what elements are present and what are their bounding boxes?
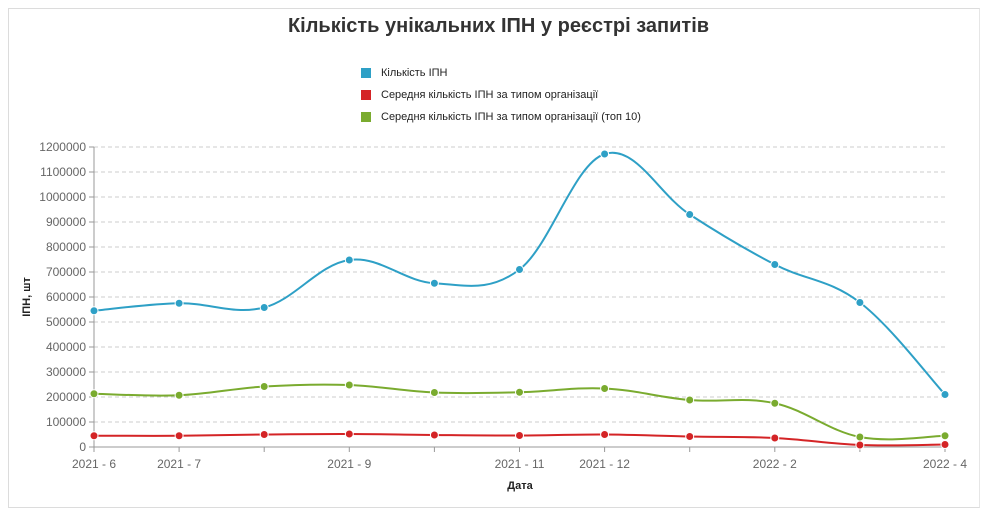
data-point[interactable] bbox=[770, 433, 780, 443]
data-point[interactable] bbox=[770, 398, 780, 408]
axes: 0 100000 200000 300000 400000 500000 600000 700… bbox=[39, 140, 967, 471]
legend-label-serednia: Середня кількість ІПН за типом організац… bbox=[381, 89, 599, 101]
data-point[interactable] bbox=[429, 430, 439, 440]
y-tick-label: 1200000 bbox=[39, 140, 86, 154]
legend-item-kilkist[interactable]: Кількість ІПН bbox=[361, 62, 641, 84]
data-point[interactable] bbox=[174, 431, 184, 441]
legend-label-kilkist: Кількість ІПН bbox=[381, 67, 448, 79]
y-tick-label: 1000000 bbox=[39, 190, 86, 204]
legend-label-serednia-top10: Середня кількість ІПН за типом організац… bbox=[381, 111, 641, 123]
y-tick-label: 1100000 bbox=[40, 165, 86, 179]
data-point[interactable] bbox=[89, 306, 99, 316]
data-point[interactable] bbox=[344, 380, 354, 390]
y-tick-label: 300000 bbox=[46, 365, 86, 379]
x-tick-label: 2021 - 6 bbox=[72, 457, 116, 471]
series-line-0 bbox=[93, 151, 946, 396]
legend: Кількість ІПН Середня кількість ІПН за т… bbox=[361, 62, 641, 128]
y-tick-label: 400000 bbox=[46, 340, 86, 354]
data-point[interactable] bbox=[515, 431, 524, 440]
x-tick-label: 2021 - 7 bbox=[157, 457, 201, 471]
y-tick-label: 0 bbox=[79, 440, 86, 454]
x-tick-label: 2021 - 9 bbox=[327, 457, 371, 471]
y-tick-label: 500000 bbox=[46, 315, 86, 329]
data-point[interactable] bbox=[344, 429, 354, 439]
data-point[interactable] bbox=[89, 389, 99, 399]
data-point[interactable] bbox=[600, 430, 610, 439]
data-point[interactable] bbox=[940, 390, 950, 399]
data-point[interactable] bbox=[174, 390, 184, 400]
data-point[interactable] bbox=[89, 431, 99, 441]
y-tick-label: 800000 bbox=[46, 240, 86, 254]
grid bbox=[94, 146, 945, 423]
data-point[interactable] bbox=[600, 149, 610, 159]
y-tick-label: 600000 bbox=[46, 290, 86, 304]
data-point[interactable] bbox=[429, 278, 439, 288]
x-tick-label: 2021 - 11 bbox=[495, 457, 545, 471]
data-point[interactable] bbox=[855, 440, 865, 450]
data-point[interactable] bbox=[259, 382, 269, 391]
y-axis-label: ІПН, шт bbox=[21, 277, 33, 317]
data-point[interactable] bbox=[174, 298, 184, 308]
data-point[interactable] bbox=[429, 388, 439, 397]
y-tick-label: 700000 bbox=[46, 265, 86, 279]
chart-title: Кількість унікальних ІПН у реєстрі запит… bbox=[287, 15, 710, 37]
y-tick-label: 200000 bbox=[46, 390, 86, 404]
data-point[interactable] bbox=[515, 265, 524, 274]
data-point[interactable] bbox=[940, 431, 950, 441]
data-point[interactable] bbox=[770, 260, 780, 269]
data-point[interactable] bbox=[600, 384, 610, 393]
x-tick-label: 2022 - 2 bbox=[753, 457, 797, 471]
data-point[interactable] bbox=[685, 432, 695, 441]
x-tick-label: 2022 - 4 bbox=[923, 457, 967, 471]
data-point[interactable] bbox=[685, 210, 695, 219]
data-point[interactable] bbox=[259, 430, 269, 439]
legend-swatch-serednia-top10 bbox=[361, 112, 371, 122]
legend-item-serednia[interactable]: Середня кількість ІПН за типом організац… bbox=[361, 84, 641, 106]
y-tick-label: 900000 bbox=[46, 215, 86, 229]
legend-swatch-kilkist bbox=[361, 68, 371, 78]
y-tick-label: 100000 bbox=[46, 415, 86, 429]
data-point[interactable] bbox=[344, 255, 354, 265]
x-tick-label: 2021 - 12 bbox=[579, 457, 630, 471]
chart-panel bbox=[8, 8, 980, 508]
data-point[interactable] bbox=[855, 298, 865, 307]
data-point[interactable] bbox=[515, 387, 524, 397]
legend-item-serednia-top10[interactable]: Середня кількість ІПН за типом організац… bbox=[361, 106, 641, 128]
data-point[interactable] bbox=[855, 432, 865, 442]
legend-swatch-serednia bbox=[361, 90, 371, 100]
data-point[interactable] bbox=[940, 440, 950, 449]
x-axis-label: Дата bbox=[507, 480, 533, 492]
data-point[interactable] bbox=[259, 303, 269, 312]
data-point[interactable] bbox=[685, 395, 695, 405]
series-group bbox=[89, 149, 950, 450]
